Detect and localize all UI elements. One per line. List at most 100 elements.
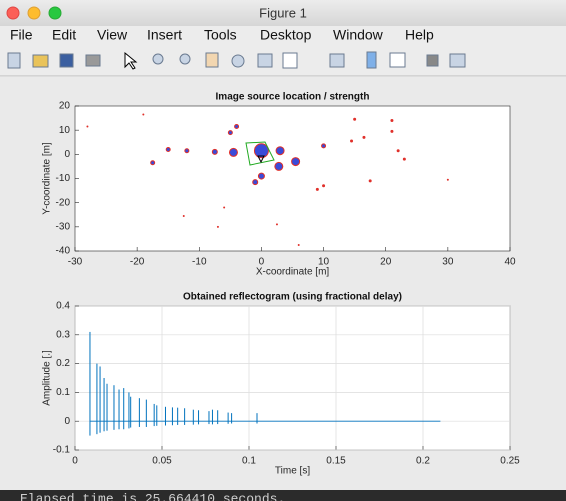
image-source (223, 206, 226, 209)
tool-zoom-in[interactable] (152, 53, 164, 65)
title-bar (0, 0, 566, 26)
image-source (390, 119, 394, 122)
image-source (446, 178, 449, 181)
x-tick-label: 30 (442, 257, 454, 268)
image-source (275, 223, 278, 226)
zoom-button[interactable] (48, 6, 62, 20)
y-tick-label: 0 (64, 149, 70, 160)
x-axis-label: X-coordinate [m] (256, 267, 330, 278)
x-tick-label: -20 (130, 257, 145, 268)
chart-title: Image source location / strength (216, 92, 370, 103)
x-tick-label: 0.2 (416, 456, 430, 467)
image-source (86, 125, 89, 128)
tool-pointer[interactable] (124, 51, 138, 70)
tool-hide[interactable] (426, 54, 439, 67)
tool-brush[interactable] (282, 52, 298, 69)
y-tick-label: -20 (56, 197, 71, 208)
image-source (274, 161, 284, 171)
x-tick-label: 40 (504, 257, 516, 268)
image-source (291, 157, 301, 167)
image-source (275, 146, 285, 156)
image-source (390, 129, 394, 133)
image-source (350, 139, 354, 143)
menu-item[interactable]: View (97, 27, 128, 43)
y-tick-label: 0.1 (56, 387, 70, 398)
y-axis-label: Y-coordinate [m] (42, 142, 53, 215)
menu-item[interactable]: Desktop (260, 27, 312, 43)
image-source (216, 225, 219, 228)
x-tick-label: 0.05 (152, 456, 172, 467)
image-source (252, 179, 259, 186)
tool-show[interactable] (449, 53, 466, 68)
image-source (321, 143, 327, 149)
image-source (228, 147, 238, 157)
minimize-button[interactable] (27, 6, 41, 20)
y-tick-label: 0.3 (56, 329, 70, 340)
x-tick-label: 0 (72, 456, 78, 467)
console-text: Elapsed time is 25.664410 seconds. (20, 491, 285, 501)
console (0, 490, 566, 501)
close-button[interactable] (6, 6, 20, 20)
image-source (182, 214, 185, 217)
menu-item[interactable]: Help (405, 27, 434, 43)
image-source (297, 243, 300, 246)
tool-open[interactable] (32, 54, 49, 68)
tool-colorbar[interactable] (366, 51, 377, 69)
menu-item[interactable]: Edit (52, 27, 76, 43)
tool-rotate[interactable] (231, 54, 245, 68)
image-source (353, 117, 357, 121)
menu-item[interactable]: Tools (204, 27, 237, 43)
menu-item[interactable]: File (10, 27, 33, 43)
tool-new[interactable] (7, 52, 21, 69)
tool-datacursor[interactable] (257, 53, 273, 68)
tool-zoom-out[interactable] (179, 53, 191, 65)
menu-item[interactable]: Insert (147, 27, 182, 43)
x-axis-label: Time [s] (275, 466, 310, 477)
y-tick-label: 0.2 (56, 358, 70, 369)
x-tick-label: -10 (192, 257, 207, 268)
image-source (150, 160, 156, 166)
menu-bar: File Edit View Insert Tools Desktop Window Help (10, 27, 434, 43)
y-tick-label: -10 (56, 173, 71, 184)
tool-print[interactable] (85, 54, 101, 67)
x-tick-label: 0.25 (500, 456, 520, 467)
x-tick-label: 10 (318, 257, 330, 268)
y-tick-label: -40 (56, 246, 71, 257)
image-source (227, 130, 233, 136)
image-source (368, 179, 372, 183)
image-source (142, 113, 145, 116)
window-title: Figure 1 (259, 5, 307, 20)
menu-item[interactable]: Window (333, 27, 384, 43)
axes (74, 305, 511, 451)
toolbar (7, 51, 466, 70)
image-source (402, 157, 406, 161)
tool-legend[interactable] (389, 52, 406, 68)
x-tick-label: 0 (259, 257, 265, 268)
x-tick-label: 0.1 (242, 456, 256, 467)
image-source (396, 149, 400, 153)
axes (74, 105, 511, 252)
chart-title: Obtained reflectogram (using fractional … (183, 292, 402, 303)
image-source (211, 148, 218, 155)
tool-link[interactable] (329, 53, 345, 68)
image-source (362, 135, 366, 139)
x-tick-label: -30 (68, 257, 83, 268)
tool-save[interactable] (59, 53, 74, 68)
image-source (253, 143, 269, 159)
image-source (184, 148, 190, 154)
y-tick-label: -0.1 (53, 445, 71, 456)
y-tick-label: 20 (59, 101, 71, 112)
image-source (234, 124, 240, 130)
image-source (322, 184, 326, 188)
x-tick-label: 0.15 (326, 456, 346, 467)
y-tick-label: -30 (56, 221, 71, 232)
y-tick-label: 0 (64, 416, 70, 427)
receiver-array (245, 141, 275, 166)
image-source (315, 187, 319, 191)
y-tick-label: 0.4 (56, 301, 70, 312)
tool-pan[interactable] (205, 52, 219, 68)
y-axis-label: Amplitude [.] (42, 350, 53, 406)
y-tick-label: 10 (59, 125, 71, 136)
x-tick-label: 20 (380, 257, 392, 268)
